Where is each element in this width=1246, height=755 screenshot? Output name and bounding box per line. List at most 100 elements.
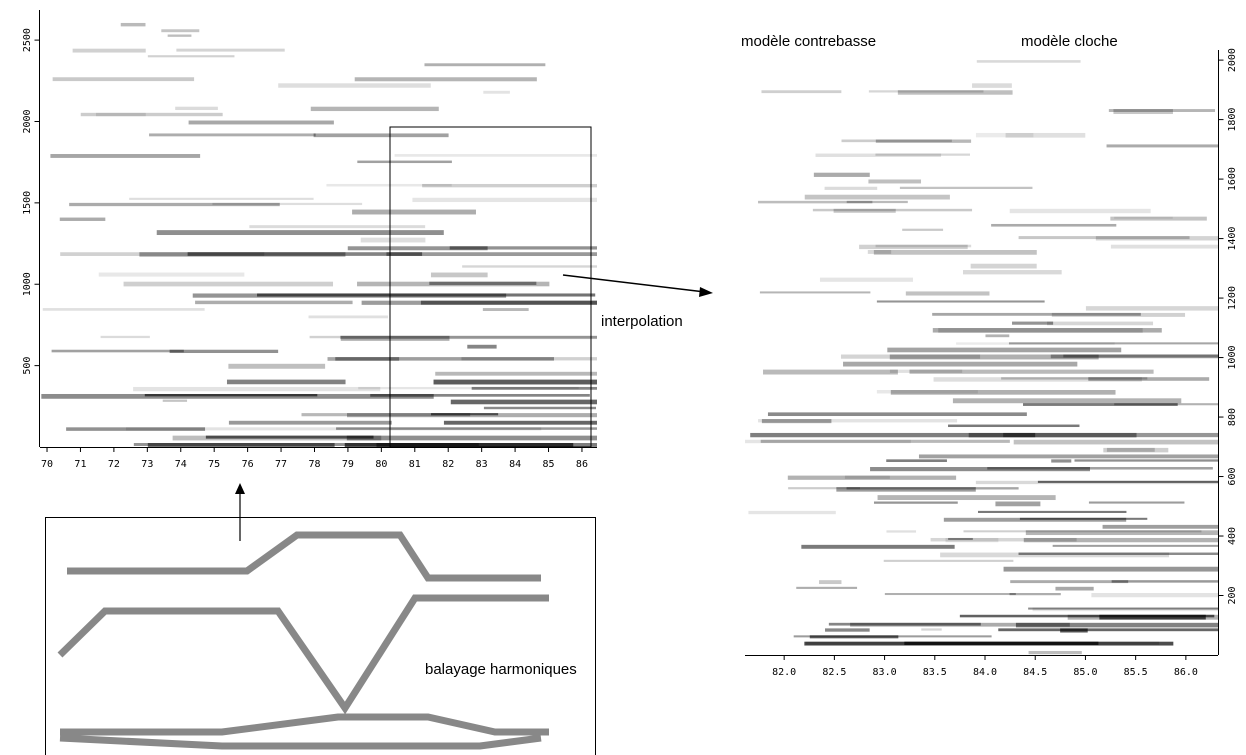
spectrum-streak: [98, 272, 245, 277]
spectrum-streak: [918, 454, 1218, 459]
spectrum-streak: [422, 183, 597, 188]
spectrum-streak: [205, 435, 374, 439]
spectrum-streak: [975, 132, 1034, 138]
y-tick-label: 2000: [22, 109, 33, 133]
spectrum-streak: [876, 390, 978, 394]
spectrum-streak: [846, 200, 908, 204]
spectrum-streak: [1103, 447, 1169, 453]
x-tick-label: 79: [342, 459, 354, 470]
spectrum-streak: [1028, 607, 1218, 610]
x-tick-label: 86: [576, 459, 588, 470]
x-tick-label: 82.5: [822, 667, 846, 678]
spectrum-streak: [883, 559, 1014, 562]
spectrum-streak: [995, 501, 1041, 507]
spectrum-streak: [249, 225, 426, 229]
spectrum-streak: [804, 194, 950, 200]
spectrum-streak: [430, 272, 488, 278]
spectrum-streak: [357, 281, 550, 287]
spectrum-streak: [340, 335, 450, 341]
spectrum-streak: [876, 300, 1045, 303]
spectrum-streak: [1047, 321, 1154, 326]
spectrum-streak: [801, 544, 955, 549]
x-tick-label: 84: [509, 459, 521, 470]
spectrum-streak: [1019, 517, 1148, 520]
spectrum-streak: [309, 335, 597, 339]
x-tick-label: 84.0: [973, 667, 997, 678]
spectrum-streak: [1091, 592, 1218, 598]
spectrum-streak: [868, 90, 984, 93]
spectrum-streak: [1028, 650, 1082, 655]
spectrum-streak: [471, 386, 597, 390]
y-tick-label: 1400: [1227, 227, 1238, 251]
spectrum-streak: [187, 252, 423, 256]
spectrum-streak: [1012, 321, 1054, 325]
spectrum-streak: [1003, 432, 1218, 438]
spectrum-streak: [420, 300, 597, 305]
spectrum-streak: [1037, 480, 1218, 483]
spectrum-streak: [933, 377, 1142, 382]
y-tick-label: 1000: [22, 272, 33, 296]
spectrum-streak: [336, 427, 597, 430]
spectrum-streak: [1052, 544, 1218, 547]
spectrum-streak: [483, 406, 597, 410]
y-tick-label: 1000: [1227, 346, 1238, 370]
spectrum-streak: [870, 467, 1090, 472]
spectrum-streak: [60, 252, 265, 256]
x-tick-label: 83: [476, 459, 488, 470]
spectrum-streak: [763, 369, 898, 375]
spectrum-streak: [412, 197, 597, 203]
spectrum-streak: [467, 344, 497, 349]
spectrum-streak: [1009, 208, 1151, 214]
spectrum-streak: [1025, 530, 1218, 536]
spectrum-streak: [833, 208, 896, 213]
spectrum-streak: [483, 90, 510, 94]
spectrum-streak: [897, 90, 1013, 95]
x-tick-label: 70: [41, 459, 53, 470]
y-tick-label: 2000: [1227, 48, 1238, 72]
spectrum-streak: [873, 501, 958, 504]
spectrum-streak: [1088, 501, 1185, 504]
spectrum-streak: [815, 153, 942, 157]
spectrum-streak: [1095, 236, 1218, 241]
spectrum-streak: [72, 48, 146, 53]
spectrum-streak: [228, 420, 392, 425]
spectrum-streak: [212, 202, 363, 206]
spectrum-streak: [987, 467, 1213, 470]
spectrum-streak: [899, 186, 1033, 190]
spectrum-streak: [877, 495, 1056, 501]
spectrum-streak: [175, 106, 218, 111]
spectrum-streak: [139, 252, 346, 257]
arrow-head: [235, 483, 245, 494]
spectrum-streak: [875, 139, 972, 143]
spectrum-streak: [1102, 524, 1218, 529]
spectrum-streak: [449, 246, 597, 250]
spectrum-streak: [875, 244, 972, 248]
spectrum-streak: [195, 300, 353, 305]
spectrum-streak: [335, 357, 554, 361]
sweep-curves: [57, 531, 549, 750]
spectrum-streak: [889, 369, 963, 373]
spectrum-streak: [890, 390, 1116, 395]
spectrum-streak: [188, 120, 334, 125]
spectrum-streak: [357, 160, 452, 164]
spectrum-streak: [758, 419, 958, 423]
x-tick-label: 84.5: [1023, 667, 1047, 678]
spectrum-streak: [1113, 109, 1173, 115]
arrow: [562, 274, 706, 293]
spectrum-streak: [347, 246, 488, 251]
spectrum-streak: [162, 399, 188, 402]
spectrum-streak: [758, 200, 873, 204]
arrow-head: [699, 287, 713, 297]
spectrum-streak: [167, 34, 192, 37]
spectrum-streak: [1018, 236, 1190, 240]
spectrum-streak: [977, 510, 1127, 513]
spectrum-streak: [433, 379, 597, 385]
model-label: modèle cloche: [1021, 33, 1118, 50]
spectrum-streak: [326, 183, 452, 187]
spectrum-streak: [761, 419, 832, 424]
x-tick-label: 85.0: [1073, 667, 1097, 678]
spectrum-streak: [125, 427, 542, 431]
spectrum-streak: [844, 475, 890, 479]
spectrum-streak: [952, 398, 1182, 404]
spectrum-streak: [1088, 377, 1210, 381]
